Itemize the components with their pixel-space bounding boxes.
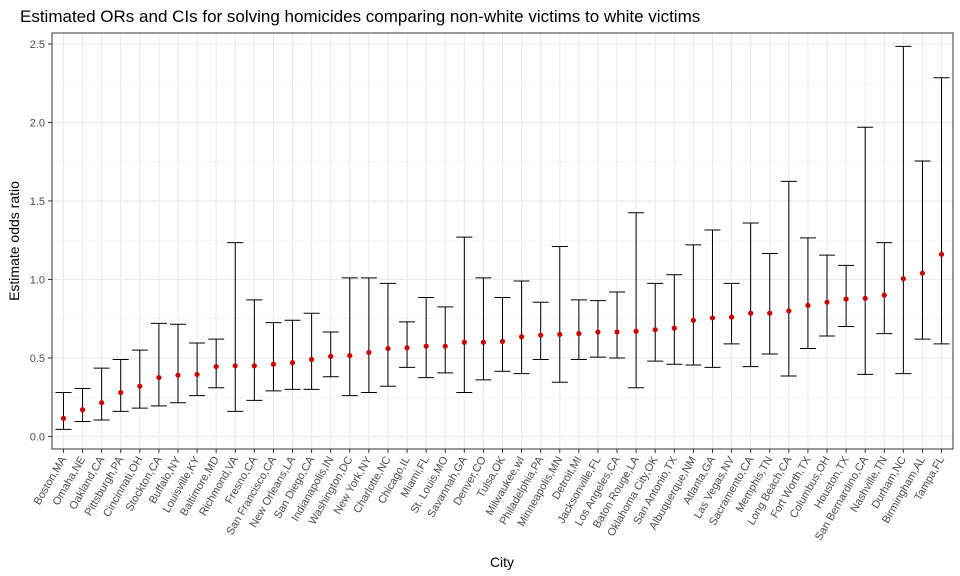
estimate-point bbox=[709, 315, 716, 321]
estimate-point bbox=[595, 329, 601, 335]
estimate-point bbox=[480, 339, 487, 345]
estimate-point bbox=[652, 327, 658, 333]
estimate-point bbox=[767, 310, 773, 316]
x-axis: Boston,MAOmaha,NEOakland,CAPittsburgh,PA… bbox=[32, 449, 947, 543]
estimate-point bbox=[213, 363, 219, 370]
estimate-point bbox=[251, 363, 257, 369]
estimate-point bbox=[786, 308, 792, 314]
estimate-point bbox=[499, 338, 506, 345]
estimate-point bbox=[118, 389, 124, 396]
estimate-point bbox=[518, 334, 525, 340]
estimate-point bbox=[557, 331, 563, 338]
estimate-point bbox=[137, 383, 143, 389]
estimate-point bbox=[900, 276, 906, 282]
estimate-point bbox=[99, 400, 105, 406]
chart-title: Estimated ORs and CIs for solving homici… bbox=[20, 7, 700, 26]
y-tick-label: 1.5 bbox=[30, 196, 45, 208]
estimate-point bbox=[156, 374, 162, 381]
estimate-point bbox=[461, 339, 467, 345]
estimate-points bbox=[60, 251, 945, 421]
estimate-point bbox=[423, 343, 429, 349]
estimate-point bbox=[175, 372, 181, 378]
estimate-point bbox=[328, 353, 334, 359]
estimate-point bbox=[919, 270, 926, 276]
estimate-point bbox=[538, 332, 544, 338]
y-tick-label: 0.5 bbox=[30, 353, 45, 365]
estimate-point bbox=[748, 310, 754, 316]
y-tick-label: 1.0 bbox=[30, 274, 45, 286]
x-axis-title: City bbox=[490, 554, 514, 570]
y-axis: 0.0 0.5 1.0 1.5 2.0 2.5 bbox=[30, 39, 52, 443]
estimate-point bbox=[60, 415, 67, 421]
estimate-point bbox=[232, 363, 238, 369]
estimate-point bbox=[404, 345, 410, 351]
estimate-point bbox=[671, 325, 677, 331]
y-tick-label: 2.0 bbox=[30, 117, 45, 129]
major-gridlines bbox=[52, 33, 953, 449]
estimate-point bbox=[843, 296, 849, 302]
estimate-point bbox=[728, 314, 735, 320]
estimate-point bbox=[824, 299, 830, 305]
estimate-point bbox=[442, 343, 448, 349]
estimate-point bbox=[366, 349, 372, 356]
estimate-point bbox=[881, 292, 887, 298]
y-tick-label: 0.0 bbox=[30, 431, 45, 443]
panel-border bbox=[51, 32, 954, 450]
estimate-point bbox=[289, 360, 296, 366]
estimate-point bbox=[385, 345, 391, 352]
estimate-point bbox=[194, 371, 200, 378]
estimate-point bbox=[805, 302, 811, 308]
estimate-point bbox=[938, 251, 945, 257]
y-tick-label: 2.5 bbox=[30, 39, 45, 51]
estimate-point bbox=[79, 407, 86, 413]
estimate-point bbox=[633, 328, 639, 334]
error-bars bbox=[55, 45, 950, 430]
estimate-point bbox=[347, 352, 353, 359]
estimate-point bbox=[576, 331, 582, 337]
estimate-point bbox=[309, 356, 315, 363]
estimate-point bbox=[614, 329, 620, 335]
estimate-point bbox=[270, 361, 277, 367]
estimate-point bbox=[690, 317, 696, 323]
estimate-point bbox=[862, 295, 868, 301]
y-axis-title: Estimate odds ratio bbox=[6, 181, 22, 301]
